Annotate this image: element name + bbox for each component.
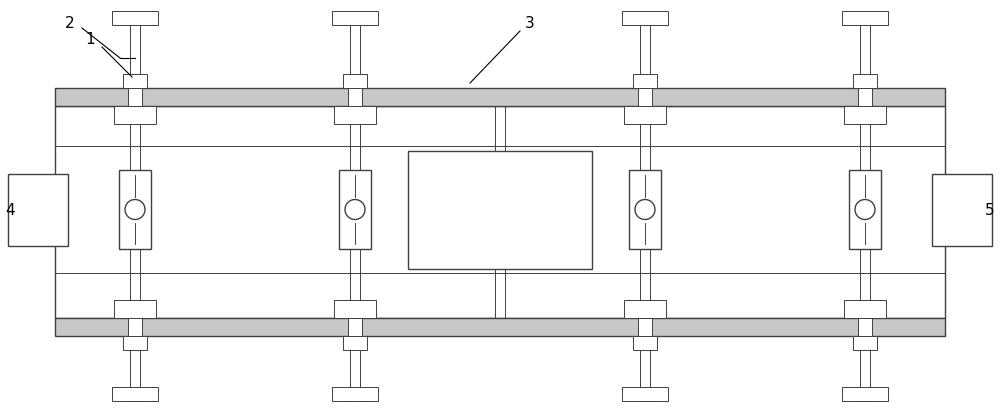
Bar (633, 336, 657, 351)
Bar (343, 74, 367, 88)
Text: 3: 3 (525, 16, 535, 30)
Bar (629, 171, 661, 249)
Bar (932, 174, 992, 246)
Bar (123, 336, 147, 351)
Bar (334, 300, 376, 318)
Bar (348, 318, 362, 336)
Bar (55, 318, 945, 336)
Bar (844, 300, 886, 318)
Bar (343, 336, 367, 351)
Bar (858, 88, 872, 106)
Bar (842, 387, 888, 401)
Bar (332, 11, 378, 25)
Bar (8, 174, 68, 246)
Bar (123, 74, 147, 88)
Bar (114, 106, 156, 124)
Bar (55, 318, 945, 336)
Text: 1: 1 (85, 32, 95, 46)
Bar (119, 171, 151, 249)
Bar (844, 106, 886, 124)
Bar (55, 88, 945, 106)
Bar (128, 318, 142, 336)
Bar (112, 387, 158, 401)
Bar (853, 74, 877, 88)
Bar (348, 88, 362, 106)
Bar (334, 106, 376, 124)
Bar (408, 151, 592, 269)
Bar (112, 11, 158, 25)
Bar (638, 318, 652, 336)
Bar (55, 106, 945, 318)
Bar (339, 171, 371, 249)
Text: 2: 2 (65, 16, 75, 30)
Bar (128, 88, 142, 106)
Bar (842, 11, 888, 25)
Text: 4: 4 (5, 203, 15, 217)
Bar (622, 387, 668, 401)
Bar (638, 88, 652, 106)
Bar (624, 300, 666, 318)
Bar (114, 300, 156, 318)
Bar (624, 106, 666, 124)
Bar (853, 336, 877, 351)
Bar (633, 74, 657, 88)
Bar (858, 318, 872, 336)
Text: 5: 5 (985, 203, 995, 217)
Bar (849, 171, 881, 249)
Bar (332, 387, 378, 401)
Bar (55, 88, 945, 106)
Bar (622, 11, 668, 25)
